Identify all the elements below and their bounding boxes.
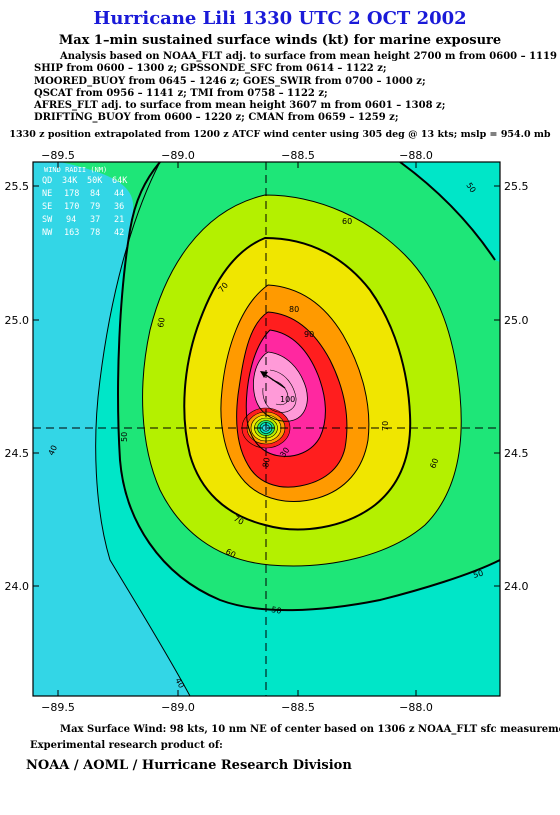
wind-radii-value: 42 [114, 228, 124, 238]
analysis-line: MOORED_BUOY from 0645 – 1246 z; GOES_SWI… [34, 75, 426, 87]
wind-radii-quadrant: SW [42, 215, 53, 225]
organization-name: NOAA / AOML / Hurricane Research Divisio… [26, 758, 352, 773]
wind-radii-value: 21 [114, 215, 124, 225]
contour-label-60: 60 [342, 217, 352, 226]
contour-80 [220, 284, 370, 502]
wind-radii-value: 79 [90, 202, 100, 212]
lon-tick-label: −88.5 [281, 701, 315, 714]
contour-label-60: 60 [156, 317, 167, 329]
wind-radii-table: WIND RADII (NM) QD 34K 50K 64K NE 178 84… [42, 166, 128, 238]
contour-label-70: 70 [232, 514, 245, 527]
contour-50 [117, 162, 500, 612]
contour-label-50: 50 [120, 432, 129, 442]
wind-radii-quadrant: SE [42, 202, 52, 212]
contour-label-90: 90 [304, 330, 314, 339]
lat-tick-labels-left: 25.5 25.0 24.5 24.0 [5, 180, 30, 593]
wind-radii-value: 36 [114, 202, 124, 212]
wind-radii-col-64k: 64K [112, 176, 128, 186]
lon-tick-labels-bottom: −89.5 −89.0 −88.5 −88.0 [41, 701, 433, 714]
contour-label-80: 80 [261, 457, 272, 469]
lon-tick-label: −89.5 [41, 149, 75, 162]
contour-lines [95, 162, 500, 696]
contour-label-50: 50 [472, 569, 484, 580]
lon-tick-label: −89.0 [161, 149, 195, 162]
axis-ticks [33, 162, 500, 696]
contour-40 [95, 162, 191, 696]
wind-radii-header: WIND RADII (NM) [44, 166, 107, 174]
lat-tick-labels-right: 25.5 25.0 24.5 24.0 [504, 180, 529, 593]
analysis-sources: Analysis based on NOAA_FLT adj. to surfa… [30, 51, 560, 125]
contour-label-70: 70 [381, 421, 390, 431]
contour-label-40: 40 [173, 677, 186, 690]
product-note: Experimental research product of: [30, 740, 223, 751]
lat-tick-label: 25.0 [5, 314, 30, 327]
plot-frame [32, 161, 501, 697]
wind-radii-value: 37 [90, 215, 100, 225]
lon-tick-label: −88.5 [281, 149, 315, 162]
wind-radii-col-qd: QD [42, 176, 52, 186]
lat-tick-label: 25.5 [5, 180, 30, 193]
wind-radii-value: 78 [90, 228, 100, 238]
wind-radii-col-50k: 50K [87, 176, 103, 186]
lat-tick-label: 24.5 [5, 447, 30, 460]
analysis-line: QSCAT from 0956 – 1141 z; TMI from 0758 … [34, 87, 328, 99]
contour-label-60: 60 [224, 547, 237, 560]
wind-radii-value: 94 [66, 215, 76, 225]
lon-tick-labels-top: −89.5 −89.0 −88.5 −88.0 [41, 149, 433, 162]
contour-60 [142, 194, 462, 567]
contour-label-60: 60 [428, 457, 440, 470]
analysis-line: DRIFTING_BUOY from 0600 – 1220 z; CMAN f… [34, 112, 399, 124]
contour-100 [245, 329, 326, 457]
contour-label-40: 40 [47, 444, 59, 457]
wind-radii-value: 44 [114, 189, 124, 199]
contour-label-100: 100 [280, 395, 295, 404]
lat-tick-label: 24.5 [504, 447, 529, 460]
analysis-line: AFRES_FLT adj. to surface from mean heig… [34, 100, 446, 112]
position-line: 1330 z position extrapolated from 1200 z… [9, 129, 551, 140]
contour-label-80: 80 [289, 305, 299, 314]
wind-field: 50 60 70 60 80 90 100 70 50 40 60 30 80 … [33, 162, 500, 696]
lon-tick-label: −88.0 [399, 149, 433, 162]
wind-radii-quadrant: NW [42, 228, 53, 238]
contour-70 [183, 236, 412, 531]
contour-inner-2 [271, 379, 289, 406]
lon-tick-label: −89.5 [41, 701, 75, 714]
lat-tick-label: 25.0 [504, 314, 529, 327]
wind-band-core [253, 352, 308, 422]
lat-tick-label: 25.5 [504, 180, 529, 193]
contour-90 [236, 311, 348, 488]
map-title: Hurricane Lili 1330 UTC 2 OCT 2002 [93, 8, 467, 29]
max-wind-note: Max Surface Wind: 98 kts, 10 nm NE of ce… [60, 724, 560, 735]
analysis-line: Analysis based on NOAA_FLT adj. to surfa… [60, 51, 560, 62]
analysis-line: SHIP from 0600 – 1300 z; GPSSONDE_SFC fr… [34, 63, 387, 75]
contour-core [253, 351, 308, 422]
wind-radii-value: 163 [64, 228, 79, 238]
map-subtitle: Max 1–min sustained surface winds (kt) f… [58, 33, 502, 48]
wind-radii-col-34k: 34K [62, 176, 78, 186]
lat-tick-label: 24.0 [504, 580, 529, 593]
lon-tick-label: −88.0 [399, 701, 433, 714]
wind-radii-quadrant: NE [42, 189, 52, 199]
wind-map: 50 60 70 60 80 90 100 70 50 40 60 30 80 … [5, 149, 529, 714]
lon-tick-label: −89.0 [161, 701, 195, 714]
lat-tick-label: 24.0 [5, 580, 30, 593]
contour-label-50: 50 [271, 605, 283, 616]
wind-radii-value: 170 [64, 202, 79, 212]
wind-radii-value: 84 [90, 189, 100, 199]
wind-radii-value: 178 [64, 189, 79, 199]
